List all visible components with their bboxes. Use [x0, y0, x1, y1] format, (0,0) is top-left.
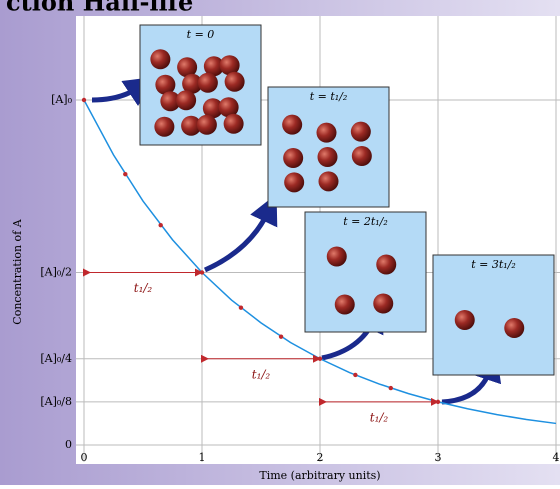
- data-point: [353, 373, 357, 377]
- molecule: [504, 318, 524, 338]
- data-point: [436, 400, 440, 404]
- x-tick-label: 0: [81, 451, 88, 464]
- molecule: [319, 171, 339, 191]
- y-axis-label: Concentration of A: [11, 218, 24, 324]
- y-tick-label: 0: [65, 438, 72, 451]
- data-point: [123, 172, 127, 176]
- molecule: [327, 247, 347, 267]
- molecule: [197, 115, 217, 135]
- molecule: [225, 72, 245, 92]
- molecule: [283, 148, 303, 168]
- molecule: [284, 172, 304, 192]
- molecule: [150, 49, 170, 69]
- molecule: [224, 114, 244, 134]
- molecule: [318, 147, 338, 167]
- molecule: [282, 115, 302, 135]
- half-life-label: t₁/₂: [370, 410, 389, 424]
- inset-box: [305, 212, 426, 332]
- y-tick-label: [A]₀/4: [40, 352, 72, 365]
- molecule: [376, 255, 396, 275]
- inset-label: t = t₁/₂: [310, 90, 348, 103]
- data-point: [389, 386, 393, 390]
- molecule: [317, 123, 337, 143]
- x-tick-label: 1: [199, 451, 206, 464]
- half-life-label: t₁/₂: [134, 281, 153, 295]
- molecule: [351, 122, 371, 142]
- molecule: [198, 73, 218, 93]
- y-tick-label: [A]₀: [51, 93, 73, 106]
- inset-label: t = 0: [187, 28, 215, 41]
- inset-label: t = 2t₁/₂: [343, 215, 388, 228]
- x-tick-label: 4: [553, 451, 560, 464]
- inset-box: [433, 255, 554, 375]
- data-point: [239, 305, 243, 309]
- half-life-label: t₁/₂: [252, 367, 271, 381]
- data-point: [279, 334, 283, 338]
- molecule: [373, 294, 393, 314]
- data-point: [159, 223, 163, 227]
- chart-title: ction Half-life: [6, 0, 193, 17]
- molecule: [352, 146, 372, 166]
- inset-label: t = 3t₁/₂: [471, 258, 516, 271]
- chart: ction Half-life Time (arbitrary units) C…: [0, 0, 560, 485]
- molecule: [335, 295, 355, 315]
- data-point: [200, 270, 204, 274]
- data-point: [82, 98, 86, 102]
- molecule: [154, 117, 174, 137]
- x-tick-label: 2: [317, 451, 324, 464]
- y-tick-label: [A]₀/2: [40, 266, 72, 279]
- molecule: [176, 90, 196, 110]
- x-axis-label: Time (arbitrary units): [259, 469, 380, 482]
- x-tick-label: 3: [435, 451, 442, 464]
- data-point: [318, 357, 322, 361]
- molecule: [455, 310, 475, 330]
- y-tick-label: [A]₀/8: [40, 395, 72, 408]
